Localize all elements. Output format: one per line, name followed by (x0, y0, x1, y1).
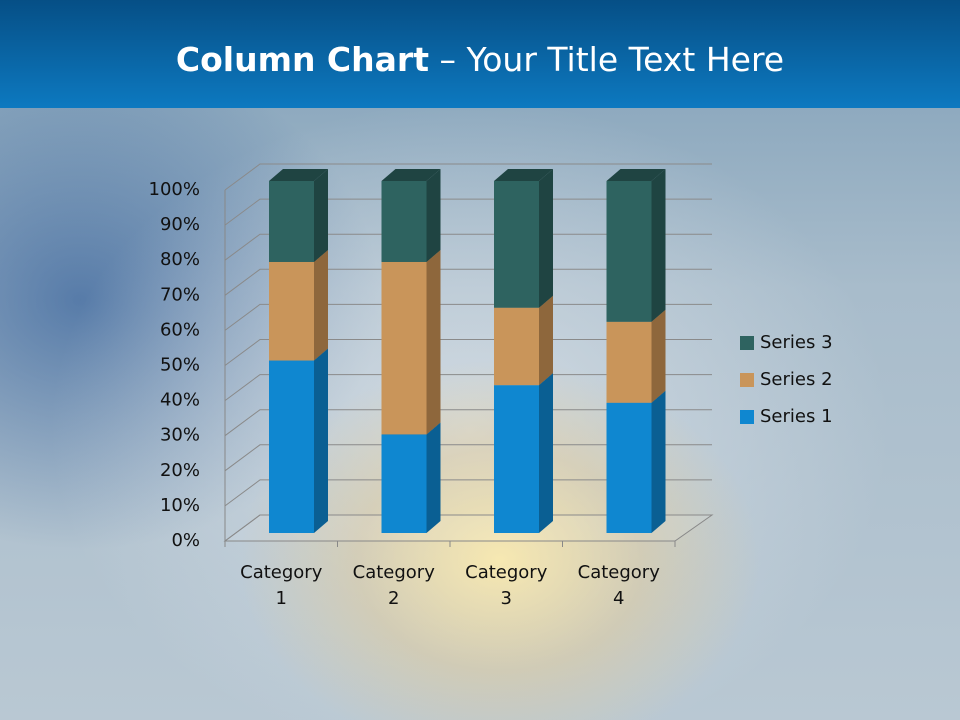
grid-line (224, 339, 712, 366)
bar-segment (494, 373, 553, 533)
x-tick-label: Category 4 (577, 562, 660, 609)
bar-front (494, 385, 539, 533)
bar-front (269, 261, 314, 361)
bar-segment (606, 309, 666, 403)
bar-front (269, 360, 314, 533)
x-tick-label: Category 1 (240, 562, 323, 609)
x-tick-label: Category 3 (465, 562, 548, 609)
bar-front (381, 181, 427, 262)
grid-line (224, 233, 712, 261)
bar-top (381, 169, 441, 181)
bar-side (539, 295, 553, 386)
bar-side (426, 422, 441, 533)
grid-line (224, 409, 712, 437)
bar-segment (269, 169, 328, 262)
bar-top (269, 169, 328, 181)
bar-front (494, 181, 539, 308)
grid-line (224, 479, 712, 507)
y-tick-label: 20% (160, 460, 200, 481)
y-tick-label: 50% (160, 355, 200, 376)
bar-side (539, 169, 553, 308)
chart-title: Column Chart – Your Title Text Here (0, 40, 960, 79)
bar-segment (606, 169, 666, 322)
grid-line (224, 303, 712, 331)
grid-line (224, 444, 712, 472)
y-tick-label: 70% (160, 284, 200, 305)
legend-label: Series 2 (760, 369, 833, 390)
grid-line (224, 514, 712, 542)
bar-side (314, 249, 328, 361)
grid-line (224, 268, 712, 296)
bar-front (381, 434, 427, 533)
bar-side (426, 249, 441, 435)
y-tick-label: 10% (160, 495, 200, 516)
legend-label: Series 1 (760, 406, 833, 427)
legend-label: Series 3 (760, 332, 833, 353)
bar-top (494, 169, 553, 181)
bar-side (651, 169, 666, 322)
bar-segment (381, 422, 441, 533)
grid-line (224, 198, 712, 226)
y-tick-label: 80% (160, 249, 200, 270)
y-tick-label: 30% (160, 425, 200, 446)
bar-segment (269, 249, 328, 361)
header-bar (0, 0, 960, 108)
bar-side (426, 169, 441, 262)
legend-swatch (740, 410, 754, 424)
bar-segment (381, 169, 441, 262)
bar-segment (381, 249, 441, 435)
bar-side (651, 390, 666, 533)
grid-line (224, 374, 712, 402)
bar-front (494, 307, 539, 386)
bar-top (606, 169, 666, 181)
bar-front (606, 181, 652, 322)
bar-side (314, 169, 328, 262)
legend-swatch (740, 373, 754, 387)
bar-front (269, 181, 314, 262)
bar-front (381, 261, 427, 435)
grid-line (224, 163, 712, 191)
bar-side (539, 373, 553, 533)
bar-segment (606, 390, 666, 533)
y-tick-label: 60% (160, 319, 200, 340)
bar-side (314, 348, 328, 533)
bar-front (606, 321, 652, 403)
bar-segment (269, 348, 328, 533)
title-rest: – Your Title Text Here (439, 40, 785, 79)
bar-side (651, 309, 666, 403)
bar-segment (494, 295, 553, 386)
bar-segment (494, 169, 553, 308)
y-tick-label: 40% (160, 390, 200, 411)
y-tick-label: 90% (160, 214, 200, 235)
legend-swatch (740, 336, 754, 350)
y-tick-label: 0% (171, 530, 200, 551)
y-tick-label: 100% (149, 179, 200, 200)
x-tick-label: Category 2 (352, 562, 435, 609)
title-bold: Column Chart (175, 40, 429, 79)
bar-front (606, 402, 652, 533)
